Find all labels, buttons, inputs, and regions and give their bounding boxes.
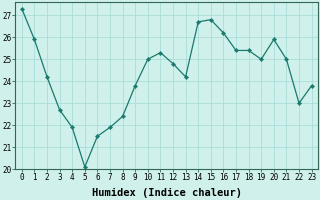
X-axis label: Humidex (Indice chaleur): Humidex (Indice chaleur)	[92, 188, 242, 198]
